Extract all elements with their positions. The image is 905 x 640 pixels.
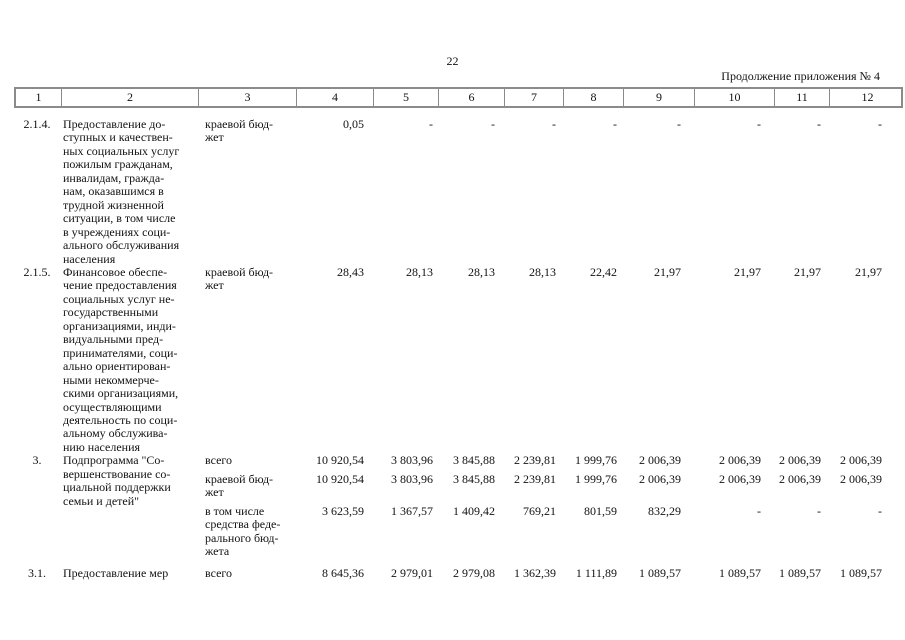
value-cell: - (878, 117, 882, 131)
budget-source-cell: всего (205, 565, 233, 580)
budget-source-cell: краевой бюд- жет (205, 117, 274, 145)
value-cell: 1 089,57 (639, 565, 681, 580)
value-cell: 1 999,76 (575, 453, 617, 468)
page-number: 22 (446, 54, 459, 68)
value-cell: 1 409,42 (453, 503, 495, 518)
table-header-row: 1 2 3 4 5 6 7 8 9 10 11 12 (14, 87, 903, 108)
value-cell: - (613, 117, 617, 131)
value-cell: 28,13 (529, 264, 556, 279)
table-row-3-1: 3.1. Предоставление мер всего 8 645,36 2… (14, 565, 903, 580)
row-index-cell: 3.1. (28, 565, 46, 580)
column-number-cell: 1 (16, 89, 62, 106)
value-cell: - (878, 503, 882, 518)
value-cell: 801,59 (584, 503, 617, 518)
value-cell: 28,13 (406, 264, 433, 279)
value-cell: 2 979,01 (391, 565, 433, 580)
budget-source-cell: краевой бюд- жет (205, 264, 274, 293)
value-cell: - (757, 503, 761, 518)
column-number-cell: 7 (505, 89, 564, 106)
value-cell: - (757, 117, 761, 131)
value-cell: 2 006,39 (639, 453, 681, 468)
value-cell: 1 367,57 (391, 503, 433, 518)
column-number-cell: 12 (861, 90, 874, 104)
column-number-cell: 5 (374, 89, 439, 106)
value-cell: - (817, 117, 821, 131)
value-cell: 28,43 (337, 264, 364, 279)
value-cell: - (552, 117, 556, 131)
column-number-cell: 9 (624, 89, 695, 106)
value-cell: 1 089,57 (779, 565, 821, 580)
value-cell: 2 006,39 (639, 471, 681, 486)
value-cell: 3 845,88 (453, 471, 495, 486)
value-cell: 10 920,54 (316, 453, 364, 468)
value-cell: 21,97 (855, 264, 882, 279)
value-cell: 1 999,76 (575, 471, 617, 486)
value-cell: - (491, 117, 495, 131)
value-cell: 0,05 (343, 117, 364, 131)
value-cell: 10 920,54 (316, 471, 364, 486)
table-row-2-1-4: 2.1.4. Предоставление до- ступных и каче… (14, 117, 903, 266)
value-cell: 832,29 (648, 503, 681, 518)
value-cell: 3 845,88 (453, 453, 495, 468)
column-number-cell: 10 (695, 89, 775, 106)
value-cell: 3 803,96 (391, 471, 433, 486)
value-cell: 2 239,81 (514, 453, 556, 468)
value-cell: 22,42 (590, 264, 617, 279)
value-cell: 2 006,39 (719, 453, 761, 468)
value-cell: 2 979,08 (453, 565, 495, 580)
row-index-cell: 3. (32, 453, 42, 468)
column-number-cell: 4 (297, 89, 374, 106)
column-number-cell: 8 (564, 89, 624, 106)
value-cell: 1 362,39 (514, 565, 556, 580)
value-cell: 2 006,39 (840, 453, 882, 468)
value-cell: 2 006,39 (719, 471, 761, 486)
activity-name-cell: Подпрограмма "Со- вершенствование со- ци… (63, 453, 171, 508)
column-number-cell: 2 (62, 89, 199, 106)
budget-source-cell: в том числе средства феде- рального бюд-… (205, 503, 281, 559)
appendix-table: 1 2 3 4 5 6 7 8 9 10 11 12 2.1.4. Предос… (14, 87, 903, 580)
budget-source-cell: всего (205, 453, 233, 468)
value-cell: 769,21 (523, 503, 556, 518)
value-cell: 3 803,96 (391, 453, 433, 468)
value-cell: 2 006,39 (840, 471, 882, 486)
activity-name-cell: Предоставление мер (63, 565, 169, 580)
value-cell: 21,97 (794, 264, 821, 279)
table-row-2-1-5: 2.1.5. Финансовое обеспе- чение предоста… (14, 264, 903, 454)
value-cell: 21,97 (734, 264, 761, 279)
table-row-3: 3. Подпрограмма "Со- вершенствование со-… (14, 453, 903, 559)
activity-name-cell: Предоставление до- ступных и качествен- … (63, 117, 180, 266)
value-cell: 1 111,89 (575, 565, 617, 580)
value-cell: 3 623,59 (322, 503, 364, 518)
value-cell: - (429, 117, 433, 131)
column-number-cell: 11 (775, 89, 830, 106)
value-cell: 2 006,39 (779, 453, 821, 468)
row-index-cell: 2.1.4. (23, 117, 51, 131)
column-number-cell: 6 (439, 89, 505, 106)
value-cell: 2 006,39 (779, 471, 821, 486)
row-index-cell: 2.1.5. (23, 264, 51, 279)
activity-name-cell: Финансовое обеспе- чение предоставления … (63, 264, 179, 454)
continuation-note: Продолжение приложения № 4 (721, 69, 880, 83)
column-number-cell: 3 (199, 89, 297, 106)
value-cell: - (817, 503, 821, 518)
value-cell: - (677, 117, 681, 131)
value-cell: 21,97 (654, 264, 681, 279)
value-cell: 1 089,57 (840, 565, 882, 580)
value-cell: 8 645,36 (322, 565, 364, 580)
value-cell: 2 239,81 (514, 471, 556, 486)
value-cell: 1 089,57 (719, 565, 761, 580)
value-cell: 28,13 (468, 264, 495, 279)
budget-source-cell: краевой бюд- жет (205, 471, 274, 500)
